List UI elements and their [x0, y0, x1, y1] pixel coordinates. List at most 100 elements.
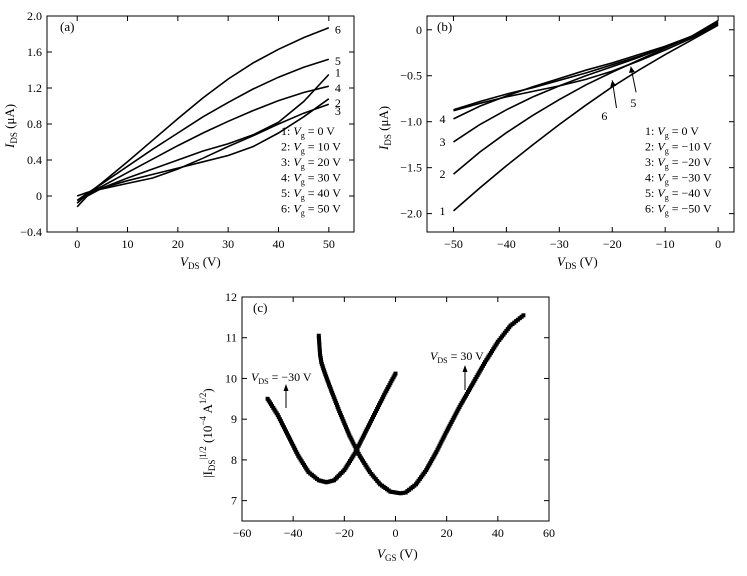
panel-a-xtick-label: 10 [122, 237, 134, 251]
panel-a-ytick-label: −0.4 [20, 225, 42, 239]
panel-c-point-series-1 [317, 340, 322, 345]
panel-a-curve-label-2: 2 [335, 96, 341, 110]
panel-c-point-series-1 [322, 370, 327, 375]
panel-a-legend-entry: 3: Vg = 20 V [281, 155, 341, 171]
panel-b-ytick-label: −2.0 [400, 207, 422, 221]
panel-c-point-series-1 [401, 490, 406, 495]
panel-c-annotations: VDS = −30 V VDS = 30 V [251, 349, 484, 408]
panel-a-xlabel-sub: DS [188, 261, 200, 271]
panel-c-ylabel-sup: |1/2 [198, 446, 208, 459]
panel-b-legend-entry: 6: Vg = −50 V [645, 202, 712, 218]
panel-c-point-series-0 [282, 425, 286, 430]
panel-c-point-series-1 [434, 449, 439, 454]
panel-c-point-series-0 [370, 417, 374, 422]
panel-b-xtick-label: −50 [444, 237, 463, 251]
panel-a-curve-label-5: 5 [335, 54, 341, 68]
panel-c-point-series-0 [361, 433, 366, 438]
panel-c-point-series-1 [344, 425, 348, 430]
panel-b-xlabel-main: V [557, 254, 567, 269]
panel-c-ylabel-unit2: A [200, 404, 215, 417]
panel-b-tag: (b) [437, 19, 452, 34]
panel-c-tag: (c) [253, 300, 267, 315]
panel-c-point-series-1 [351, 441, 356, 446]
panel-a-ylabel-main: I [2, 143, 17, 149]
panel-a-xlabel: VDS (V) [180, 254, 221, 271]
panel-c-xtick-label: 40 [492, 526, 504, 540]
panel-b-arrow-label-6: 6 [601, 109, 607, 123]
panel-a-xtick-label: 40 [273, 237, 285, 251]
panel-c-point-series-1 [349, 437, 354, 442]
panel-b-ytick-label: 0 [416, 23, 422, 37]
panel-b-curve-label-1: 1 [439, 204, 445, 218]
panel-b-arrowhead-5 [629, 66, 635, 74]
panel-b-arrows: 65 [601, 66, 637, 123]
panel-c-point-series-0 [376, 405, 381, 409]
panel-b-curve-5 [453, 21, 719, 111]
panel-c-point-series-0 [393, 371, 398, 376]
panel-c-ylabel-text: |I [200, 471, 215, 478]
panel-b-curve-6 [453, 23, 719, 112]
panel-c-annotation-1: VDS = 30 V [430, 349, 484, 365]
panel-a-ytick-label: 1.2 [27, 81, 42, 95]
panel-c-arrowhead-1 [462, 365, 468, 372]
panel-c-ylabel-exp2: 1/2 [198, 393, 208, 405]
panel-c-point-series-1 [326, 380, 331, 385]
panel-c-point-series-1 [439, 439, 444, 444]
panel-a-xtick-label: 30 [222, 237, 234, 251]
panel-c-points [265, 313, 526, 496]
panel-a-legend-entry: 2: Vg = 10 V [281, 140, 341, 156]
panel-c-annotation-0: VDS = −30 V [251, 370, 312, 386]
panel-c-ytick-label: 11 [225, 331, 237, 345]
panel-c-xlabel-sub: GS [385, 553, 397, 563]
panel-a-ytick-label: 0.8 [27, 117, 42, 131]
panel-b-ytick-label: −1.5 [400, 161, 422, 175]
panel-c-point-series-1 [341, 419, 346, 424]
panel-c-ylabel-close: ) [200, 388, 215, 392]
panel-c-point-series-1 [317, 347, 322, 352]
panel-c-ytick-label: 9 [231, 412, 237, 426]
panel-c-ytick-label: 10 [225, 371, 237, 385]
panel-b-arrow-label-5: 5 [630, 96, 636, 110]
panel-c-xtick-label: 20 [441, 526, 453, 540]
panel-c-point-series-1 [398, 491, 403, 496]
panel-c-point-series-0 [373, 411, 377, 416]
panel-b-ylabel-unit: (μA) [376, 106, 391, 134]
panel-b-legend: 1: Vg = 0 V2: Vg = −10 V3: Vg = −20 V4: … [645, 124, 712, 218]
panel-a-curve-label-3: 3 [335, 104, 341, 118]
panel-c-point-series-1 [316, 336, 321, 340]
panel-b-legend-entry: 2: Vg = −10 V [645, 140, 712, 156]
panel-c-point-series-1 [339, 415, 344, 420]
panel-c-point-series-0 [276, 415, 281, 420]
panel-b-legend-entry: 3: Vg = −20 V [645, 155, 712, 171]
panel-c-xtick-label: 60 [543, 526, 555, 540]
panel-c-point-series-1 [332, 396, 337, 401]
panel-c-ytick-label: 12 [225, 290, 237, 304]
panel-a-ytick-label: 1.6 [27, 45, 42, 59]
panel-c-xtick-label: 0 [393, 526, 399, 540]
panel-a-xlabel-main: V [180, 254, 190, 269]
panel-b-curve-label-4: 4 [439, 112, 445, 126]
panel-b-arrowhead-6 [610, 80, 617, 87]
panel-b-xlabel: VDS (V) [557, 254, 598, 271]
panel-a-curve-label-4: 4 [335, 81, 341, 95]
panel-c-point-series-1 [324, 374, 329, 379]
panel-a-ytick-label: 0.4 [27, 153, 42, 167]
panel-b-curves [452, 19, 719, 212]
panel-c-frame [241, 296, 550, 522]
panel-b-curve-label-3: 3 [439, 135, 445, 149]
panel-c-point-series-1 [319, 358, 323, 363]
panel-a-curve-label-1: 1 [335, 66, 341, 80]
panel-c-point-series-0 [285, 431, 289, 436]
panel-b-xtick-label: −40 [497, 237, 516, 251]
panel-c-ylabel-sub: DS [207, 460, 217, 472]
panel-b-legend-entry: 4: Vg = −30 V [645, 171, 712, 187]
panel-a-xtick-label: 20 [172, 237, 184, 251]
panel-b-ylabel-main: I [376, 145, 391, 151]
panel-b-xlabel-sub: DS [565, 261, 577, 271]
panel-b: (b) −50 −40 −30 −20 −10 0 −2.0 −1.5 −1.0 −0.5 0 1 2… [376, 15, 735, 271]
panel-c-ylabel-unit: (10 [200, 426, 215, 447]
panel-c-point-series-0 [358, 439, 363, 444]
panel-c-point-series-1 [394, 490, 399, 495]
panel-c: (c) −60 −40 −20 0 20 40 60 7 8 9 10 11 12 VDS = −30 … [198, 290, 555, 563]
